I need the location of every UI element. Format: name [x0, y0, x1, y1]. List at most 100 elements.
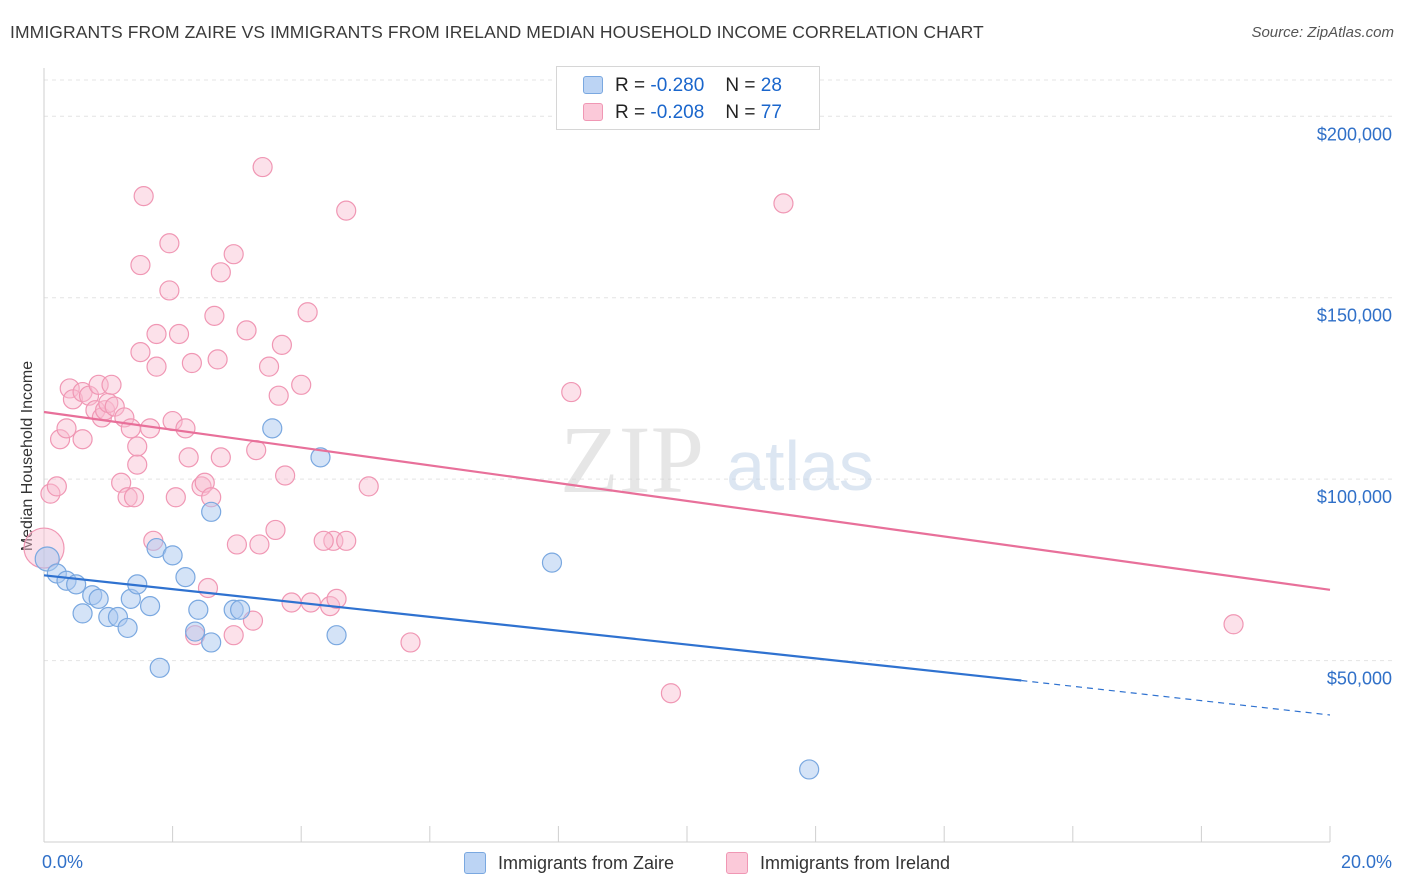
trend-lines	[43, 410, 1331, 716]
zaire-trend-line	[43, 574, 1022, 682]
ireland-point	[175, 418, 196, 439]
zaire-point	[117, 617, 138, 639]
ireland-point	[773, 193, 794, 214]
zaire-point	[88, 588, 109, 609]
ireland-point	[123, 487, 145, 508]
ireland-point	[265, 519, 286, 541]
zaire-point	[139, 596, 161, 617]
ireland-point	[249, 534, 270, 555]
ireland-point	[165, 487, 186, 508]
legend-zaire-n-label: N =	[725, 75, 756, 96]
bottom-legend-ireland-label: Immigrants from Ireland	[760, 853, 951, 873]
zaire-point	[230, 599, 251, 620]
ireland-point	[358, 476, 379, 497]
ireland-point	[1223, 614, 1244, 635]
ireland-point	[159, 280, 180, 301]
ireland-point	[210, 447, 231, 468]
zaire-point	[175, 567, 196, 588]
x-tick-label-max: 20.0%	[1340, 852, 1392, 872]
zaire-point	[188, 599, 209, 620]
bottom-legend-swatch-zaire	[464, 852, 486, 874]
ireland-point	[275, 465, 296, 486]
bottom-legend: Immigrants from Zaire Immigrants from Ir…	[0, 852, 1406, 876]
ireland-trend-line	[43, 410, 1331, 591]
zaire-point	[799, 759, 820, 780]
ireland-point	[236, 320, 257, 341]
ireland-point	[159, 233, 180, 254]
chart-title: IMMIGRANTS FROM ZAIRE VS IMMIGRANTS FROM…	[10, 22, 984, 42]
legend: R = -0.280 N = 28 R = -0.208 N = 77	[556, 66, 820, 130]
zaire-point	[310, 447, 331, 468]
y-tick-label: $100,000	[1317, 487, 1392, 507]
ireland-point	[258, 356, 280, 377]
ireland-point	[291, 374, 312, 395]
zaire-point	[185, 621, 206, 642]
y-tick-label: $150,000	[1317, 306, 1392, 326]
zaire-point	[541, 552, 563, 573]
legend-swatch-zaire	[583, 76, 603, 94]
ireland-point	[297, 302, 318, 323]
ireland-point	[252, 156, 273, 178]
ireland-point	[101, 374, 122, 395]
ireland-point	[46, 476, 67, 497]
ireland-point	[336, 530, 357, 551]
axes	[43, 68, 1331, 843]
ireland-point	[130, 254, 151, 276]
ireland-point	[223, 244, 244, 265]
y-tick-label: $200,000	[1317, 124, 1392, 144]
ireland-point	[146, 356, 167, 377]
legend-ireland-n-value: 77	[760, 102, 782, 123]
ireland-point	[268, 385, 289, 406]
zaire-trend-extension	[1021, 679, 1331, 716]
ireland-point	[246, 440, 267, 461]
ireland-point	[127, 454, 148, 475]
ireland-point	[146, 323, 167, 345]
legend-zaire-r-label: R =	[615, 75, 646, 96]
zaire-point	[162, 545, 183, 566]
zaire-point	[149, 657, 170, 678]
ireland-point	[204, 305, 225, 326]
legend-zaire-r-value: -0.280	[650, 75, 705, 96]
legend-ireland-r-value: -0.208	[650, 102, 705, 123]
ireland-point	[210, 262, 231, 283]
ireland-point	[313, 530, 334, 551]
ireland-point	[133, 186, 154, 207]
legend-ireland-n-label: N =	[725, 102, 756, 123]
zaire-point	[72, 603, 93, 624]
zaire-point	[201, 501, 222, 522]
ireland-point	[168, 323, 190, 345]
ireland-point	[336, 200, 357, 221]
y-tick-label: $50,000	[1327, 669, 1392, 689]
ireland-point	[223, 625, 244, 646]
zaire-point	[262, 418, 283, 439]
zaire-point	[326, 625, 347, 646]
legend-zaire-n-value: 28	[760, 75, 782, 96]
ireland-point	[117, 487, 138, 508]
watermark: ZIP atlas	[560, 406, 874, 513]
bottom-legend-swatch-ireland	[726, 852, 748, 874]
watermark-zip: ZIP	[560, 406, 704, 513]
legend-ireland-r-label: R =	[615, 102, 646, 123]
ireland-point	[130, 342, 151, 363]
ireland-point	[120, 418, 141, 439]
zaire-point	[201, 632, 222, 653]
ireland-point	[56, 418, 77, 439]
ireland-point	[178, 447, 199, 468]
ireland-point	[400, 632, 421, 653]
x-tick-label-min: 0.0%	[42, 852, 84, 872]
bottom-legend-zaire-label: Immigrants from Zaire	[498, 853, 675, 873]
gridlines	[44, 79, 1394, 662]
ireland-point	[226, 534, 247, 555]
ireland-point	[326, 588, 347, 609]
ireland-point	[242, 610, 264, 631]
zaire-points	[34, 418, 820, 780]
ireland-point	[660, 683, 682, 704]
y-tick-labels: $50,000 $100,000 $150,000 $200,000	[1317, 124, 1392, 688]
ireland-point	[271, 334, 293, 355]
ireland-point	[127, 436, 148, 457]
source-credit: Source: ZipAtlas.com	[1251, 24, 1394, 41]
legend-swatch-ireland	[583, 103, 603, 121]
ireland-point	[181, 352, 202, 374]
ireland-point	[561, 381, 582, 403]
